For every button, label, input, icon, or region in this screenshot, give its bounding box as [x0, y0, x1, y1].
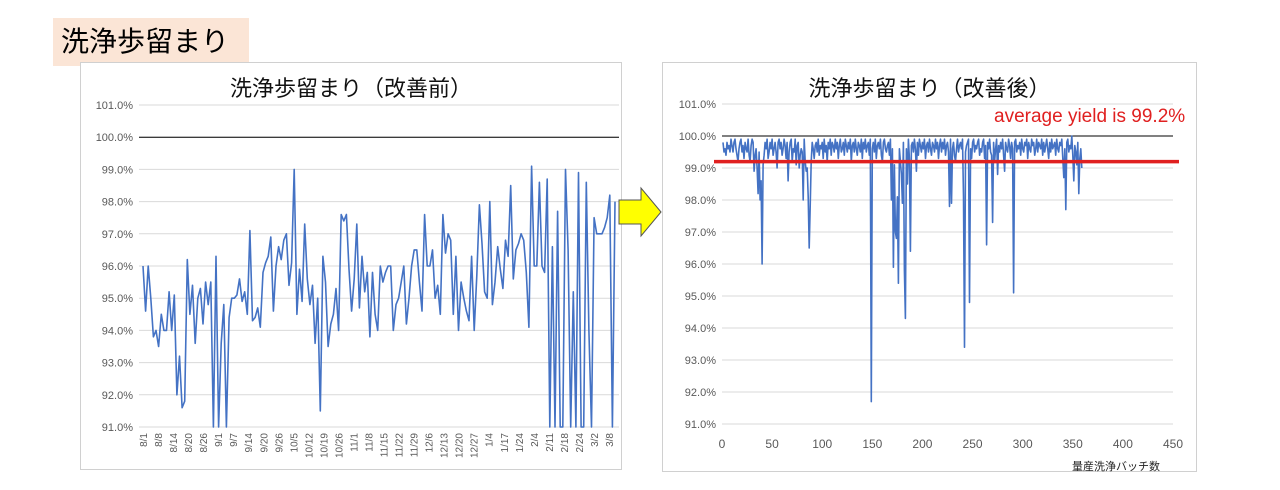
y-tick-label: 96.0%	[102, 261, 133, 273]
y-tick-label: 92.0%	[685, 387, 716, 399]
x-tick-label: 350	[1063, 437, 1083, 451]
y-tick-label: 97.0%	[102, 229, 133, 241]
x-tick-label: 8/26	[199, 433, 210, 453]
x-tick-label: 9/1	[214, 433, 225, 447]
y-tick-label: 100.0%	[679, 131, 717, 143]
chart-title: 洗浄歩留まり（改善後）	[808, 77, 1051, 102]
y-tick-label: 94.0%	[102, 325, 133, 337]
x-tick-label: 1/4	[485, 433, 496, 447]
x-tick-label: 8/14	[169, 433, 180, 453]
x-tick-label: 100	[812, 437, 832, 451]
y-tick-label: 96.0%	[685, 259, 716, 271]
x-tick-label: 2/24	[575, 433, 586, 453]
x-tick-label: 3/2	[590, 433, 601, 447]
x-tick-label: 1/17	[500, 433, 511, 453]
y-tick-label: 92.0%	[102, 390, 133, 402]
line-chart-after: 101.0% 100.0% 99.0% 98.0% 97.0% 96.0% 95.0% 94.…	[679, 99, 1184, 451]
chart-after-improvement: 洗浄歩留まり（改善後） 101.0% 100.0% 99.0% 98.0% 97.0% 9…	[662, 62, 1197, 472]
y-tick-label: 100.0%	[96, 132, 134, 144]
x-tick-label: 50	[765, 437, 779, 451]
y-tick-label: 101.0%	[96, 100, 134, 112]
y-tick-label: 91.0%	[685, 419, 716, 431]
x-tick-label: 10/5	[289, 433, 300, 453]
x-tick-label: 12/27	[470, 433, 481, 458]
series-line	[722, 135, 1083, 403]
x-tick-label: 2/18	[560, 433, 571, 453]
x-tick-label: 8/1	[139, 433, 150, 447]
x-tick-label: 450	[1163, 437, 1183, 451]
y-tick-label: 101.0%	[679, 99, 717, 111]
y-tick-label: 94.0%	[685, 323, 716, 335]
y-tick-label: 97.0%	[685, 227, 716, 239]
y-tick-label: 98.0%	[685, 195, 716, 207]
x-tick-label: 400	[1113, 437, 1133, 451]
x-tick-label: 10/12	[304, 433, 315, 458]
x-tick-label: 11/29	[410, 433, 421, 458]
x-tick-label: 9/26	[274, 433, 285, 453]
section-title: 洗浄歩留まり	[53, 18, 249, 66]
x-tick-label: 10/19	[319, 433, 330, 458]
chart-title: 洗浄歩留まり（改善前）	[229, 77, 472, 102]
x-tick-label: 11/15	[380, 433, 391, 458]
y-tick-label: 99.0%	[102, 164, 133, 176]
x-tick-label: 11/22	[395, 433, 406, 458]
x-tick-label: 1/24	[515, 433, 526, 453]
y-tick-label: 95.0%	[102, 293, 133, 305]
y-tick-label: 99.0%	[685, 163, 716, 175]
x-tick-label: 9/7	[229, 433, 240, 447]
x-tick-label: 0	[719, 437, 726, 451]
x-tick-label: 8/8	[154, 433, 165, 447]
y-tick-label: 95.0%	[685, 291, 716, 303]
y-tick-label: 93.0%	[685, 355, 716, 367]
x-axis-label: 量産洗浄バッチ数	[1072, 460, 1160, 473]
x-tick-label: 10/26	[334, 433, 345, 458]
x-tick-label: 8/20	[184, 433, 195, 453]
x-tick-label: 9/20	[259, 433, 270, 453]
x-tick-label: 12/13	[440, 433, 451, 458]
x-tick-label: 300	[1013, 437, 1033, 451]
x-tick-label: 2/4	[530, 433, 541, 447]
x-tick-label: 12/6	[425, 433, 436, 453]
average-yield-annotation: average yield is 99.2%	[994, 106, 1186, 127]
x-tick-label: 200	[912, 437, 932, 451]
line-chart-before: 101.0% 100.0% 99.0% 98.0% 97.0% 96.0% 95.0% 94.…	[96, 100, 619, 458]
x-tick-label: 11/8	[364, 433, 375, 452]
x-tick-label: 11/1	[349, 433, 360, 452]
x-tick-label: 150	[862, 437, 882, 451]
x-tick-label: 3/8	[605, 433, 616, 447]
y-tick-label: 91.0%	[102, 422, 133, 434]
y-tick-label: 98.0%	[102, 197, 133, 209]
y-tick-label: 93.0%	[102, 358, 133, 370]
x-tick-label: 12/20	[455, 433, 466, 458]
x-tick-label: 2/11	[545, 433, 556, 452]
x-tick-label: 250	[963, 437, 983, 451]
chart-before-improvement: 洗浄歩留まり（改善前） 101.0% 100.0% 99.0% 98.0% 97.0% 9…	[80, 62, 622, 470]
right-arrow-icon	[618, 186, 662, 238]
x-tick-label: 9/14	[244, 433, 255, 453]
series-line	[142, 165, 616, 428]
